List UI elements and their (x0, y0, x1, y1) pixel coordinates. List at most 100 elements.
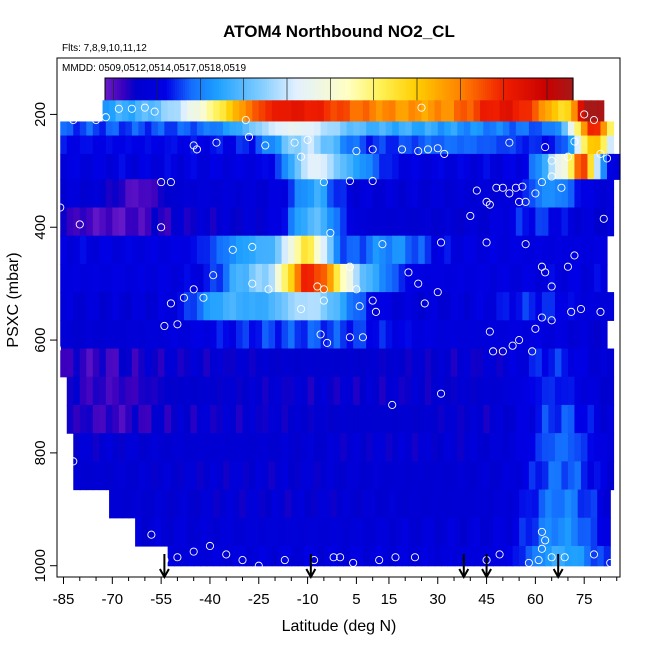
heatmap-cell (125, 376, 133, 406)
heatmap-cell (281, 121, 289, 137)
heatmap-cell (525, 545, 533, 567)
heatmap-cell (385, 292, 393, 321)
colorbar-cell (335, 78, 338, 119)
heatmap-cell (411, 179, 419, 209)
heatmap-cell (131, 320, 139, 350)
colorbar-cell (475, 78, 478, 119)
heatmap-cell (193, 100, 201, 123)
heatmap-cell (180, 489, 188, 519)
heatmap-cell (450, 320, 458, 350)
heatmap-cell (301, 263, 309, 293)
heatmap-cell (444, 348, 452, 378)
heatmap-cell (183, 461, 192, 491)
colorbar-cell (513, 78, 516, 119)
heatmap-cell (275, 207, 283, 237)
heatmap-cell (177, 404, 185, 434)
heatmap-cell (187, 489, 195, 519)
heatmap-cell (587, 153, 595, 180)
heatmap-cell (418, 376, 426, 406)
heatmap-cell (118, 235, 126, 265)
heatmap-cell (115, 489, 123, 519)
heatmap-cell (450, 153, 458, 180)
heatmap-cell (600, 461, 608, 491)
heatmap-cell (122, 489, 130, 519)
heatmap-cell (144, 235, 152, 265)
heatmap-cell (196, 153, 205, 180)
heatmap-cell (213, 517, 221, 547)
heatmap-cell (561, 153, 569, 180)
heatmap-cell (301, 179, 309, 209)
heatmap-cell (486, 100, 494, 123)
colorbar-cell (373, 78, 376, 119)
heatmap-cell (580, 461, 589, 491)
heatmap-cell (431, 292, 439, 321)
colorbar-cell (387, 78, 390, 119)
heatmap-cell (379, 320, 387, 350)
heatmap-cell (571, 545, 579, 567)
heatmap-cell (522, 263, 530, 293)
heatmap-cell (320, 235, 328, 265)
heatmap-cell (554, 263, 563, 293)
sample-point (297, 304, 306, 314)
colorbar-cell (273, 78, 276, 119)
heatmap-cell (584, 100, 592, 123)
heatmap-cell (249, 179, 257, 209)
heatmap-cell (229, 320, 237, 350)
heatmap-cell (239, 100, 247, 123)
heatmap-cell (66, 153, 74, 180)
heatmap-cell (463, 404, 471, 434)
sample-point (127, 104, 136, 113)
heatmap-cell (431, 461, 439, 491)
heatmap-cell (476, 179, 484, 209)
colorbar-cell (559, 78, 562, 119)
heatmap-cell (255, 433, 263, 462)
heatmap-cell (164, 292, 172, 321)
heatmap-cell (418, 320, 426, 350)
heatmap-cell (470, 135, 478, 155)
heatmap-cell (437, 121, 445, 137)
heatmap-cell (489, 292, 497, 321)
heatmap-cell (73, 121, 81, 137)
heatmap-cell (151, 153, 159, 180)
heatmap-cell (151, 179, 159, 209)
heatmap-cell (271, 517, 279, 547)
x-tick-label: -70 (101, 591, 123, 608)
heatmap-cell (301, 348, 309, 378)
heatmap-cell (535, 235, 543, 265)
heatmap-cell (235, 235, 244, 265)
colorbar-cell (345, 78, 348, 119)
heatmap-cell (112, 153, 120, 180)
heatmap-cell (288, 433, 296, 462)
colorbar-cell (187, 78, 190, 119)
heatmap-cell (288, 153, 296, 180)
heatmap-cell (528, 461, 536, 491)
heatmap-cell (457, 404, 465, 434)
heatmap-cell (327, 320, 335, 350)
heatmap-cell (183, 121, 192, 137)
heatmap-cell (398, 376, 406, 406)
heatmap-cell (183, 320, 192, 350)
heatmap-cell (255, 461, 263, 491)
sample-point (244, 132, 254, 142)
colorbar-cell (205, 78, 208, 119)
heatmap-cell (470, 179, 478, 209)
heatmap-cell (262, 404, 270, 434)
heatmap-cell (262, 207, 270, 237)
heatmap-cell (92, 376, 100, 406)
colorbar-cell (481, 78, 484, 119)
heatmap-cell (515, 376, 523, 406)
colorbar-cell (177, 78, 180, 119)
sample-point (414, 147, 423, 156)
colorbar-cell (565, 78, 568, 119)
heatmap-cell (454, 517, 462, 547)
heatmap-cell (249, 263, 257, 293)
heatmap-cell (522, 404, 530, 434)
heatmap-cell (580, 135, 589, 155)
colorbar-cell (381, 78, 384, 119)
heatmap-cell (222, 433, 231, 462)
heatmap-cell (483, 348, 491, 378)
heatmap-cell (180, 100, 188, 123)
heatmap-cell (548, 179, 556, 209)
heatmap-cell (229, 207, 237, 237)
heatmap-cell (222, 263, 231, 293)
